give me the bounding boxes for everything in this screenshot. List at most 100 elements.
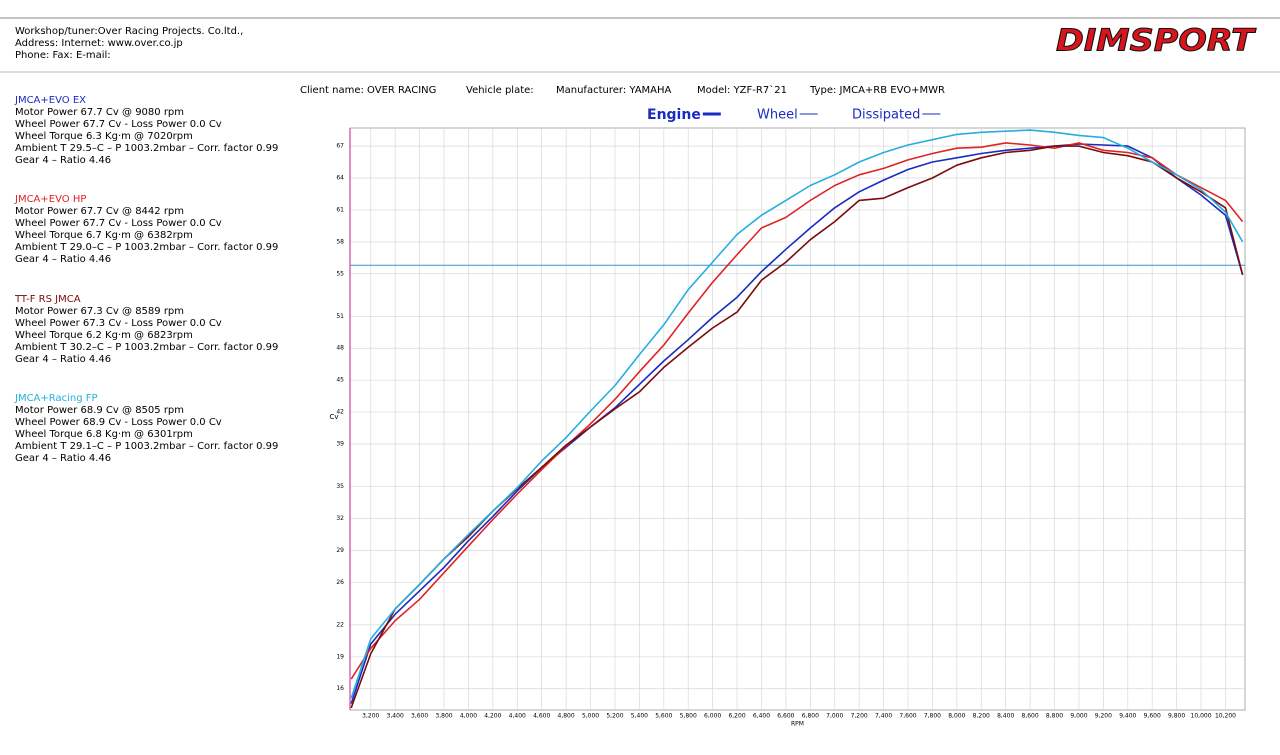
x-tick-label: 5,400 [631,713,648,720]
x-tick-label: 7,200 [851,713,868,720]
y-tick-label: 58 [336,238,344,245]
y-tick-label: 48 [336,345,344,352]
series-line [350,143,1244,704]
x-tick-label: 8,200 [973,713,990,720]
x-tick-label: 8,800 [1046,713,1063,720]
run-detail: Ambient T 29.1–C – P 1003.2mbar – Corr. … [15,441,278,452]
x-tick-label: 6,200 [728,713,745,720]
address: Address: Internet: www.over.co.jp [15,38,183,49]
y-tick-label: 42 [336,409,344,416]
x-tick-label: 6,800 [802,713,819,720]
x-axis-label: RPM [791,721,804,728]
y-tick-label: 67 [336,143,344,150]
y-tick-label: 39 [336,441,344,448]
x-tick-label: 6,400 [753,713,770,720]
x-tick-label: 3,800 [435,713,452,720]
x-tick-label: 6,600 [777,713,794,720]
client-field: Model: YZF-R7`21 [697,84,787,96]
y-tick-label: 45 [336,377,344,384]
x-tick-label: 4,800 [558,713,575,720]
x-tick-label: 7,400 [875,713,892,720]
run-name: TT-F RS JMCA [14,294,81,305]
x-tick-label: 9,600 [1144,713,1161,720]
run-detail: Gear 4 – Ratio 4.46 [15,354,111,365]
x-tick-label: 7,000 [826,713,843,720]
x-tick-label: 9,400 [1119,713,1136,720]
x-tick-label: 9,200 [1095,713,1112,720]
x-tick-label: 4,200 [484,713,501,720]
y-tick-label: 61 [336,206,344,213]
run-detail: Gear 4 – Ratio 4.46 [15,254,111,265]
x-tick-label: 5,000 [582,713,599,720]
x-tick-label: 10,000 [1191,713,1212,720]
legend: Engine Wheel Dissipated [647,107,941,123]
run-detail: Ambient T 29.5–C – P 1003.2mbar – Corr. … [15,143,278,154]
x-tick-label: 4,400 [509,713,526,720]
y-tick-label: 64 [336,175,344,182]
x-tick-label: 4,600 [533,713,550,720]
x-tick-label: 8,400 [997,713,1014,720]
client-field: Client name: OVER RACING [300,85,436,96]
run-detail: Wheel Torque 6.7 Kg·m @ 6382rpm [15,230,193,241]
x-tick-label: 8,000 [948,713,965,720]
run-detail: Wheel Power 67.7 Cv - Loss Power 0.0 Cv [15,218,222,229]
y-tick-label: 19 [336,653,344,660]
x-tick-label: 3,400 [387,713,404,720]
x-tick-label: 5,200 [606,713,623,720]
x-tick-label: 5,600 [655,713,672,720]
run-name: JMCA+EVO EX [14,95,86,106]
run-detail: Wheel Power 68.9 Cv - Loss Power 0.0 Cv [15,417,222,428]
plot-area [349,127,1246,711]
legend-label: Wheel [757,108,798,123]
run-detail: Motor Power 68.9 Cv @ 8505 rpm [15,405,184,416]
y-tick-label: 32 [336,515,344,522]
run-detail: Wheel Torque 6.3 Kg·m @ 7020rpm [15,131,193,142]
x-tick-label: 4,000 [460,713,477,720]
x-tick-label: 9,800 [1168,713,1185,720]
series-line [350,142,1244,680]
run-detail: Motor Power 67.7 Cv @ 9080 rpm [15,107,184,118]
logo: DIMSPORT [1056,24,1257,59]
x-tick-label: 3,200 [362,713,379,720]
x-tick-label: 7,600 [899,713,916,720]
x-tick-label: 8,600 [1022,713,1039,720]
run-detail: Ambient T 29.0–C – P 1003.2mbar – Corr. … [15,242,278,253]
client-field: Manufacturer: YAMAHA [556,85,672,96]
run-name: JMCA+Racing FP [14,393,98,404]
legend-label: Engine [647,107,701,123]
workshop: Workshop/tuner:Over Racing Projects. Co.… [15,26,243,37]
y-axis-label: Cv [329,413,338,421]
run-detail: Gear 4 – Ratio 4.46 [15,453,111,464]
client-field: Type: JMCA+RB EVO+MWR [809,85,945,96]
y-tick-label: 55 [336,270,344,277]
run-detail: Ambient T 30.2–C – P 1003.2mbar – Corr. … [15,342,278,353]
run-detail: Motor Power 67.3 Cv @ 8589 rpm [15,306,184,317]
x-tick-label: 3,600 [411,713,428,720]
run-detail: Gear 4 – Ratio 4.46 [15,155,111,166]
x-tick-label: 6,000 [704,713,721,720]
run-detail: Motor Power 67.7 Cv @ 8442 rpm [15,206,184,217]
y-tick-label: 16 [336,685,344,692]
x-tick-label: 7,800 [924,713,941,720]
run-detail: Wheel Torque 6.8 Kg·m @ 6301rpm [15,429,193,440]
client-info: Client name: OVER RACING Vehicle plate: Ma… [300,84,945,96]
run-detail: Wheel Power 67.7 Cv - Loss Power 0.0 Cv [15,119,222,130]
x-tick-label: 9,000 [1070,713,1087,720]
y-tick-label: 26 [336,579,344,586]
x-tick-label: 5,800 [680,713,697,720]
phone: Phone: Fax: E-mail: [15,50,111,61]
y-tick-label: 22 [336,621,344,628]
y-tick-label: 29 [336,547,344,554]
client-field: Vehicle plate: [466,85,534,96]
y-tick-label: 35 [336,483,344,490]
series-line [350,129,1244,699]
x-tick-label: 10,200 [1215,713,1236,720]
run-detail: Wheel Torque 6.2 Kg·m @ 6823rpm [15,330,193,341]
legend-label: Dissipated [852,108,920,123]
run-name: JMCA+EVO HP [14,194,86,205]
run-detail: Wheel Power 67.3 Cv - Loss Power 0.0 Cv [15,318,222,329]
y-tick-label: 51 [336,313,344,320]
